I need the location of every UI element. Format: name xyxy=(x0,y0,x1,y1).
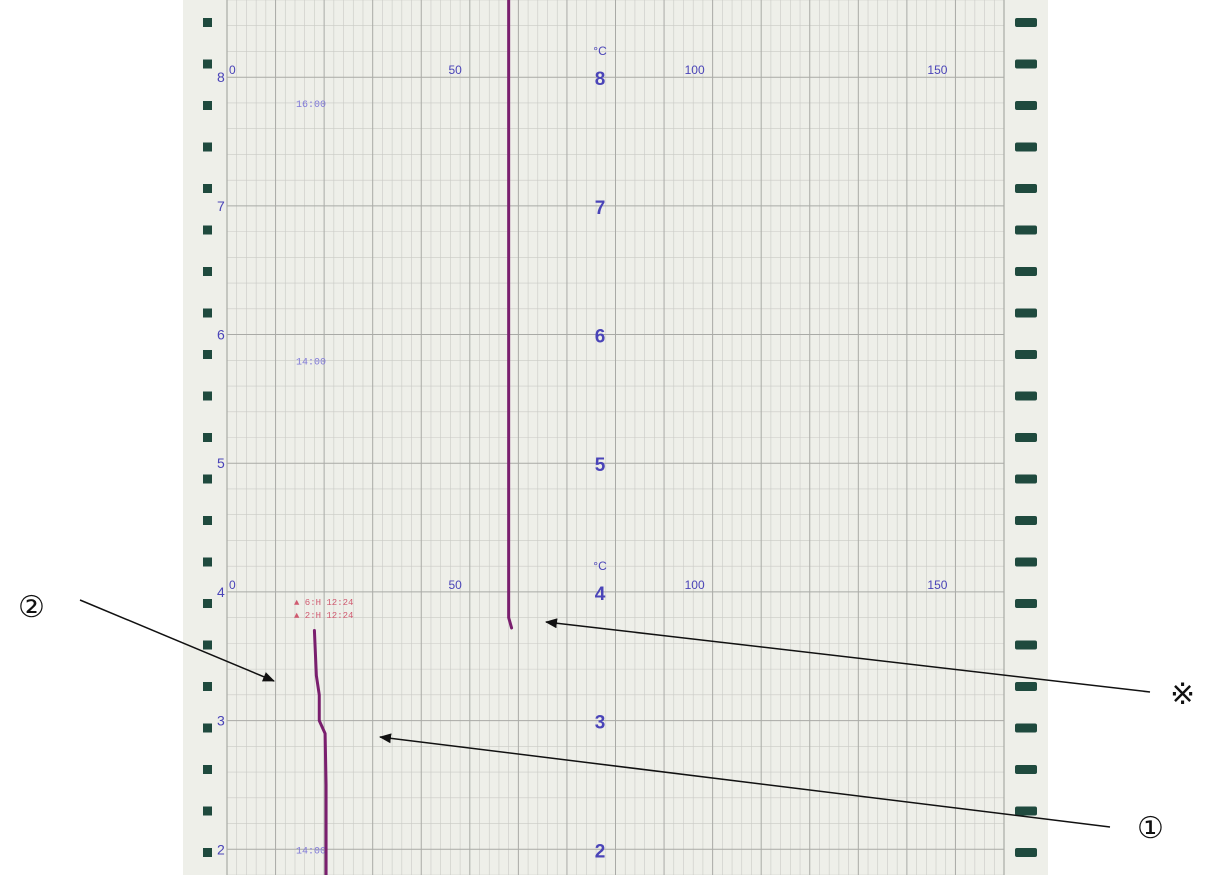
row-tick-label-center: 3 xyxy=(595,713,606,734)
series-line xyxy=(312,629,328,875)
time-mark-label: 16:00 xyxy=(296,100,326,111)
perforation-hole-right xyxy=(1015,225,1037,235)
perforation-hole-left xyxy=(203,350,212,359)
callout-two: ② xyxy=(18,590,45,625)
perforation-hole-right xyxy=(1015,184,1037,193)
perforation-hole-left xyxy=(203,599,212,608)
perforation-hole-right xyxy=(1015,18,1037,27)
callout-arrows xyxy=(79,599,1151,828)
event-note-label: ▲ 6:H 12:24 xyxy=(294,598,353,608)
perforation-hole-right xyxy=(1015,723,1037,733)
perforation-hole-left xyxy=(203,765,212,774)
perforation-hole-left xyxy=(203,433,212,442)
scale-labels: 0 50 100 150 °C 0 50 100 150 °C xyxy=(229,44,948,592)
time-marks: 16:00 14:00 14:00 xyxy=(296,100,326,857)
traces xyxy=(312,0,514,875)
perforation-hole-right xyxy=(1015,433,1037,442)
perforations xyxy=(203,18,1037,857)
perforation-hole-left xyxy=(203,516,212,525)
perforation-hole-left xyxy=(203,142,212,152)
unit-label: °C xyxy=(593,559,607,573)
perforation-hole-right xyxy=(1015,350,1037,359)
perforation-hole-left xyxy=(203,474,212,484)
perforation-hole-right xyxy=(1015,142,1037,152)
arrow-mark xyxy=(545,618,1151,693)
x-tick-label: 100 xyxy=(685,63,705,77)
event-notes: ▲ 6:H 12:24 ▲ 2:H 12:24 xyxy=(294,598,353,621)
perforation-hole-right xyxy=(1015,765,1037,774)
major-grid xyxy=(226,0,1005,875)
perforation-hole-left xyxy=(203,848,212,857)
x-tick-label: 50 xyxy=(448,578,462,592)
perforation-hole-right xyxy=(1015,516,1037,525)
arrow-two xyxy=(79,599,275,682)
perforation-hole-left xyxy=(203,308,212,318)
callout-one: ① xyxy=(1137,811,1164,846)
row-tick-label-center: 8 xyxy=(595,69,606,90)
row-tick-label-center: 7 xyxy=(595,198,606,219)
row-tick-labels: 2 2 3 3 4 4 5 5 6 6 7 7 8 8 xyxy=(217,69,606,862)
x-tick-label: 50 xyxy=(448,63,462,77)
perforation-hole-left xyxy=(203,806,212,816)
row-tick-label-left: 8 xyxy=(217,69,225,85)
unit-label: °C xyxy=(593,44,607,58)
perforation-hole-left xyxy=(203,557,212,567)
arrow-one xyxy=(379,733,1111,828)
perforation-hole-left xyxy=(203,267,212,276)
perforation-hole-right xyxy=(1015,267,1037,276)
perforation-hole-right xyxy=(1015,308,1037,318)
row-tick-label-left: 6 xyxy=(217,327,225,343)
time-mark-label: 14:00 xyxy=(296,846,326,857)
row-tick-label-center: 6 xyxy=(595,327,606,348)
callout-mark: ※ xyxy=(1170,677,1196,712)
row-tick-label-center: 2 xyxy=(595,841,606,862)
perforation-hole-right xyxy=(1015,557,1037,567)
perforation-hole-right xyxy=(1015,474,1037,484)
x-tick-label: 100 xyxy=(685,578,705,592)
perforation-hole-right xyxy=(1015,59,1037,69)
perforation-hole-right xyxy=(1015,806,1037,816)
perforation-hole-right xyxy=(1015,391,1037,401)
series-line xyxy=(507,0,514,630)
event-note-label: ▲ 2:H 12:24 xyxy=(294,611,353,621)
perforation-hole-left xyxy=(203,59,212,69)
perforation-hole-right xyxy=(1015,640,1037,650)
perforation-hole-right xyxy=(1015,599,1037,608)
row-tick-label-center: 5 xyxy=(595,455,606,476)
perforation-hole-left xyxy=(203,640,212,650)
row-tick-label-center: 4 xyxy=(595,584,606,605)
x-tick-label: 0 xyxy=(229,578,236,592)
perforation-hole-left xyxy=(203,225,212,235)
row-tick-label-left: 5 xyxy=(217,455,225,471)
perforation-hole-left xyxy=(203,391,212,401)
x-tick-label: 150 xyxy=(927,63,947,77)
perforation-hole-left xyxy=(203,184,212,193)
time-mark-label: 14:00 xyxy=(296,357,326,368)
perforation-hole-left xyxy=(203,101,212,110)
row-tick-label-left: 3 xyxy=(217,713,225,729)
x-tick-label: 150 xyxy=(927,578,947,592)
perforation-hole-left xyxy=(203,682,212,691)
perforation-hole-left xyxy=(203,723,212,733)
perforation-hole-left xyxy=(203,18,212,27)
perforation-hole-right xyxy=(1015,682,1037,691)
row-tick-label-left: 7 xyxy=(217,198,225,214)
perforation-hole-right xyxy=(1015,101,1037,110)
x-tick-label: 0 xyxy=(229,63,236,77)
row-tick-label-left: 4 xyxy=(217,584,225,600)
row-tick-label-left: 2 xyxy=(217,841,225,857)
perforation-hole-right xyxy=(1015,848,1037,857)
